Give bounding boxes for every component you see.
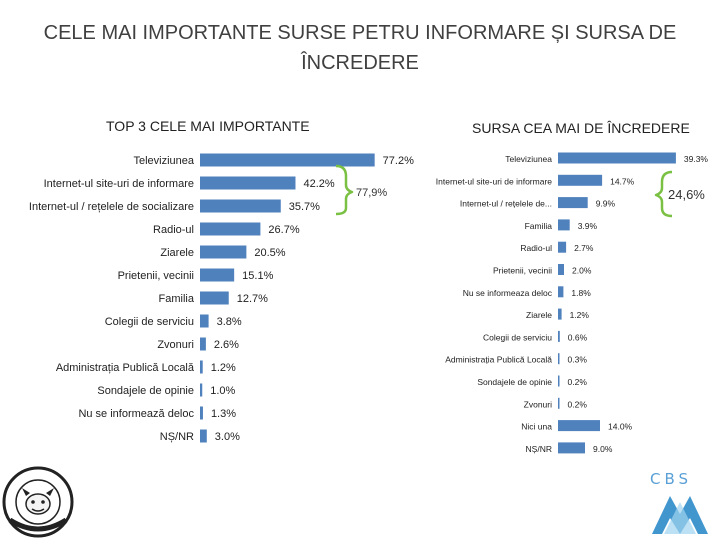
value-label: 14.7% xyxy=(610,176,635,186)
category-label: Ziarele xyxy=(526,310,552,320)
bar xyxy=(200,360,203,374)
bar xyxy=(558,442,585,454)
bar xyxy=(200,406,203,420)
category-label: Administrația Publică Locală xyxy=(445,355,552,365)
value-label: 0.6% xyxy=(568,332,588,342)
value-label: 35.7% xyxy=(289,201,320,213)
value-label: 1.2% xyxy=(211,362,236,374)
bar xyxy=(200,222,261,236)
value-label: 39.3% xyxy=(684,154,709,164)
bar xyxy=(200,291,229,305)
bar xyxy=(558,353,560,365)
bar xyxy=(558,264,564,275)
bar xyxy=(558,420,600,432)
bar xyxy=(558,375,560,387)
category-label: NȘ/NR xyxy=(160,431,194,443)
value-label: 77.2% xyxy=(383,155,414,167)
bar xyxy=(558,219,570,231)
value-label: 3.8% xyxy=(217,316,242,328)
category-label: NȘ/NR xyxy=(526,444,552,454)
bar xyxy=(558,197,588,209)
value-label: 26.7% xyxy=(268,224,299,236)
category-label: Radio-ul xyxy=(520,243,552,253)
value-label: 0.2% xyxy=(568,377,588,387)
value-label: 0.2% xyxy=(568,399,588,409)
category-label: Colegii de serviciu xyxy=(483,332,552,342)
category-label: Prietenii, vecinii xyxy=(493,266,552,276)
value-label: 12.7% xyxy=(237,293,268,305)
value-label: 1.2% xyxy=(570,310,590,320)
cbs-logo: CBS xyxy=(650,470,708,534)
value-label: 1.0% xyxy=(210,385,235,397)
bar xyxy=(200,245,247,259)
value-label: 9.0% xyxy=(593,444,613,454)
value-label: 2.7% xyxy=(574,243,594,253)
bar xyxy=(558,397,560,409)
bracket xyxy=(654,170,673,218)
bar xyxy=(200,314,209,328)
category-label: Colegii de serviciu xyxy=(105,316,194,328)
cbs-logo-text: CBS xyxy=(650,470,692,488)
bar xyxy=(200,153,375,167)
category-label: Internet-ul site-uri de informare xyxy=(44,178,194,190)
category-label: Radio-ul xyxy=(153,224,194,236)
category-label: Nu se informeaza deloc xyxy=(463,288,553,298)
bar xyxy=(200,176,296,190)
category-label: Internet-ul / rețelele de socializare xyxy=(29,201,194,213)
bar xyxy=(558,286,564,298)
left-chart-title: TOP 3 CELE MAI IMPORTANTE xyxy=(106,118,310,134)
bar xyxy=(200,429,207,443)
category-label: Nu se informează deloc xyxy=(78,408,194,420)
value-label: 0.3% xyxy=(568,355,588,365)
category-label: Zvonuri xyxy=(524,399,552,409)
value-label: 2.6% xyxy=(214,339,239,351)
value-label: 14.0% xyxy=(608,422,633,432)
page-title: CELE MAI IMPORTANTE SURSE PETRU INFORMAR… xyxy=(43,22,677,74)
category-label: Familia xyxy=(159,293,195,305)
value-label: 3.0% xyxy=(215,431,240,443)
category-label: Televiziunea xyxy=(133,155,194,167)
bar xyxy=(558,152,676,164)
value-label: 1.8% xyxy=(571,288,591,298)
value-label: 20.5% xyxy=(254,247,285,259)
watchdog-logo xyxy=(2,466,74,538)
bar xyxy=(558,330,560,342)
category-label: Administrația Publică Locală xyxy=(56,362,195,374)
category-label: Ziarele xyxy=(160,247,194,259)
category-label: Sondajele de opinie xyxy=(477,377,552,387)
category-label: Internet-ul / rețelele de... xyxy=(460,199,552,209)
bracket-annotation: 24,6% xyxy=(668,187,705,202)
bar xyxy=(558,174,603,186)
category-label: Sondajele de opinie xyxy=(97,385,194,397)
value-label: 15.1% xyxy=(242,270,273,282)
value-label: 9.9% xyxy=(596,199,616,209)
bar xyxy=(200,199,281,213)
category-label: Nici una xyxy=(521,422,552,432)
category-label: Familia xyxy=(525,221,553,231)
category-label: Internet-ul site-uri de informare xyxy=(436,176,552,186)
value-label: 2.0% xyxy=(572,266,592,276)
category-label: Zvonuri xyxy=(157,339,194,351)
bar xyxy=(558,241,567,253)
bracket-annotation: 77,9% xyxy=(356,187,387,199)
bar xyxy=(558,308,562,320)
value-label: 3.9% xyxy=(578,221,598,231)
value-label: 42.2% xyxy=(303,178,334,190)
bracket xyxy=(335,164,354,216)
right-chart-title: SURSA CEA MAI DE ÎNCREDERE xyxy=(472,120,690,136)
value-label: 1.3% xyxy=(211,408,236,420)
bar xyxy=(200,383,203,397)
bar xyxy=(200,337,206,351)
bar xyxy=(200,268,235,282)
category-label: Prietenii, vecinii xyxy=(118,270,194,282)
category-label: Televiziunea xyxy=(505,154,552,164)
